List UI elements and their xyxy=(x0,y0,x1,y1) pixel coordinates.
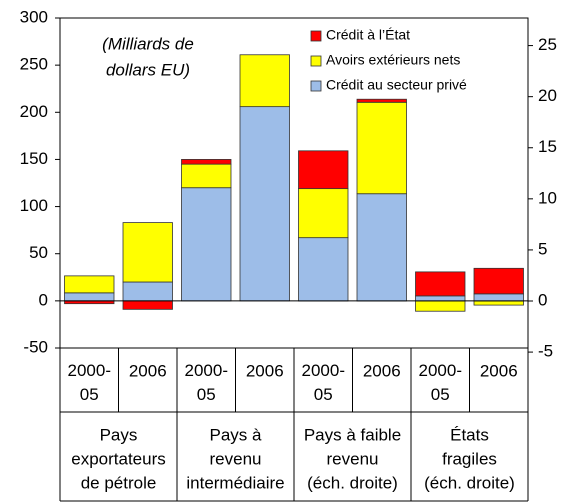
annotation: dollars EU) xyxy=(106,60,190,79)
y-tick-label: 150 xyxy=(20,149,48,168)
x-tick-label-line: 2000- xyxy=(419,361,462,380)
legend-label: Avoirs extérieurs nets xyxy=(326,52,460,68)
bar-segment xyxy=(298,237,349,302)
y-tick-label: 100 xyxy=(20,196,48,215)
bar-segment xyxy=(356,193,407,302)
x-tick-label-line: 2000- xyxy=(302,361,345,380)
bar-segment xyxy=(356,101,407,195)
group-label: exportateurs xyxy=(71,449,166,468)
y-tick-label: 50 xyxy=(29,243,48,262)
x-tick-label: 2006 xyxy=(363,361,401,380)
bar-segment xyxy=(356,98,407,103)
legend-label: Crédit au secteur privé xyxy=(326,77,467,93)
legend-label: Crédit à l’État xyxy=(326,27,410,43)
group-label: intermédiaire xyxy=(186,473,284,492)
x-tick-label: 2000- 05 xyxy=(419,361,462,404)
bar-segment xyxy=(64,292,115,302)
x-tick-label: 2006 xyxy=(129,361,167,380)
bar-segment xyxy=(239,54,290,108)
x-tick-label-line: 2000- xyxy=(185,361,228,380)
y-tick-label: 300 xyxy=(20,7,48,26)
x-tick-label-line: 05 xyxy=(431,385,450,404)
bar-segment xyxy=(415,295,466,302)
group-label: Pays xyxy=(100,425,138,444)
x-tick-label: 2000- 05 xyxy=(302,361,345,404)
group-label: fragiles xyxy=(442,449,497,468)
x-tick-label-line: 2000- xyxy=(68,361,111,380)
bar-segment xyxy=(415,271,466,297)
bar-segment xyxy=(298,150,349,190)
x-tick-label: 2000- 05 xyxy=(68,361,111,404)
legend-swatch xyxy=(310,55,322,67)
group-label: revenu xyxy=(327,449,379,468)
bar-segment xyxy=(122,281,173,302)
group-label: de pétrole xyxy=(81,473,157,492)
x-tick-label: 2006 xyxy=(246,361,284,380)
y-tick-label: -50 xyxy=(23,337,48,356)
group-label: revenu xyxy=(210,449,262,468)
y2-tick-label: 15 xyxy=(538,137,557,156)
legend-swatch xyxy=(310,30,322,42)
group-label: Pays à xyxy=(210,425,263,444)
y-tick-label: 0 xyxy=(39,290,48,309)
y2-tick-label: 0 xyxy=(538,290,547,309)
bar-segment xyxy=(298,188,349,239)
bar-segment xyxy=(181,163,232,189)
y2-tick-label: 5 xyxy=(538,239,547,258)
bar-segment xyxy=(473,293,524,302)
y2-tick-label: 20 xyxy=(538,86,557,105)
group-label: Pays à faible xyxy=(304,425,401,444)
bar-segment xyxy=(122,222,173,283)
bar-segment xyxy=(415,300,466,312)
x-tick-label: 2000- 05 xyxy=(185,361,228,404)
y-tick-label: 250 xyxy=(20,55,48,74)
group-label: (éch. droite) xyxy=(307,473,398,492)
y-tick-label: 200 xyxy=(20,102,48,121)
legend-swatch xyxy=(310,80,322,92)
bar-segment xyxy=(181,159,232,165)
group-label: (éch. droite) xyxy=(424,473,515,492)
annotation: (Milliards de xyxy=(102,34,194,53)
bar-segment xyxy=(239,106,290,302)
x-tick-label-line: 05 xyxy=(80,385,99,404)
bar-segment xyxy=(64,275,115,294)
x-tick-label: 2006 xyxy=(480,361,518,380)
x-tick-label-line: 05 xyxy=(197,385,216,404)
y2-tick-label: 10 xyxy=(538,188,557,207)
y2-tick-label: -5 xyxy=(538,342,553,361)
y2-tick-label: 25 xyxy=(538,35,557,54)
bar-segment xyxy=(122,300,173,310)
bar-segment xyxy=(473,300,524,306)
x-tick-label-line: 05 xyxy=(314,385,333,404)
bar-segment xyxy=(181,187,232,302)
group-label: États xyxy=(450,425,489,444)
bar-segment xyxy=(473,267,524,295)
